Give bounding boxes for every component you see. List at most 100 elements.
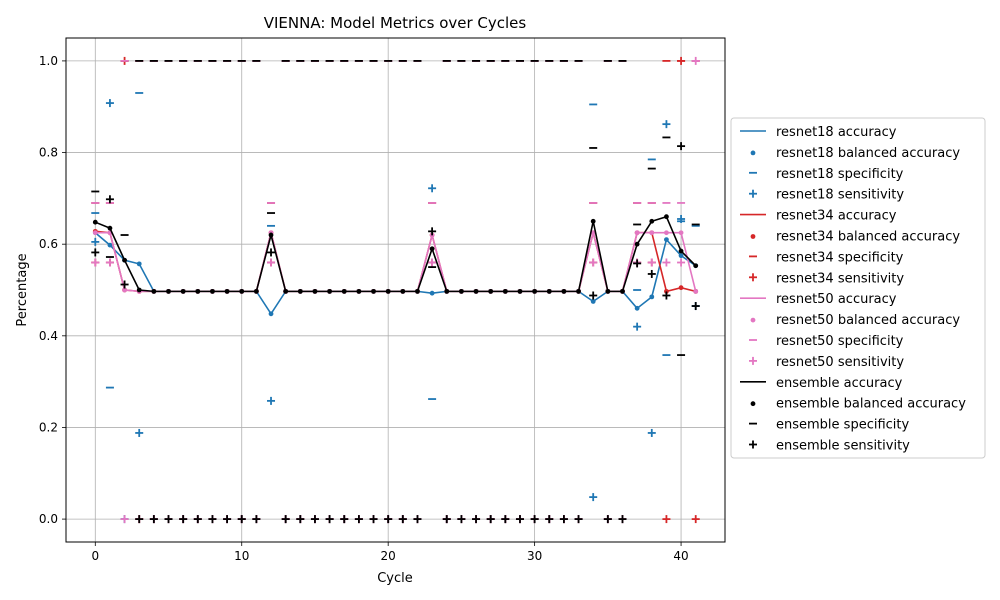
ensemble-balanced-accuracy-point: [224, 288, 230, 294]
ensemble-balanced-accuracy-point: [561, 288, 567, 294]
y-tick-label: 1.0: [39, 54, 58, 68]
ensemble-sensitivity-marker: [530, 515, 539, 524]
resnet50-sensitivity-marker: [428, 258, 437, 267]
y-axis-label: Percentage: [15, 253, 30, 326]
resnet34-sensitivity-marker: [691, 515, 700, 524]
ensemble-sensitivity-marker: [223, 515, 232, 524]
ensemble-balanced-accuracy-point: [605, 288, 611, 294]
legend-entry-label: resnet50 specificity: [776, 334, 904, 349]
resnet18-sensitivity-marker: [135, 428, 144, 437]
ensemble-sensitivity-marker: [472, 515, 481, 524]
legend-entry-label: resnet50 sensitivity: [776, 355, 904, 370]
ensemble-sensitivity-marker: [354, 515, 363, 524]
ensemble-sensitivity-marker: [179, 515, 188, 524]
ensemble-balanced-accuracy-point: [620, 288, 625, 294]
legend: resnet18 accuracy resnet18 balanced accur…: [730, 117, 986, 459]
legend-dot-swatch: [750, 401, 756, 407]
ensemble-balanced-accuracy-point: [385, 288, 391, 294]
resnet18-balanced-accuracy-point: [649, 294, 655, 300]
resnet18-balanced-accuracy-point: [634, 305, 640, 311]
legend-entry-label: resnet50 balanced accuracy: [776, 313, 960, 328]
resnet18-balanced-accuracy-point: [678, 253, 684, 259]
ensemble-series: [91, 60, 700, 524]
legend-entry-label: resnet34 balanced accuracy: [776, 230, 960, 245]
ensemble-sensitivity-marker: [413, 515, 422, 524]
x-tick-label: 30: [527, 549, 542, 563]
legend-entry-label: resnet50 accuracy: [776, 292, 897, 307]
ensemble-sensitivity-marker: [559, 515, 568, 524]
ensemble-balanced-accuracy-point: [444, 288, 450, 294]
y-tick-label: 0.4: [39, 329, 58, 343]
ensemble-balanced-accuracy-point: [664, 214, 669, 220]
resnet50-sensitivity-marker: [589, 258, 598, 267]
legend-entry-label: ensemble specificity: [776, 418, 909, 433]
ensemble-balanced-accuracy-point: [590, 218, 596, 224]
ticks: 0 10 20 30 40 0.0 0.2 0.4 0.6 0.8 1.0: [39, 54, 689, 563]
resnet34-balanced-accuracy-point: [678, 285, 684, 291]
ensemble-balanced-accuracy-point: [283, 288, 289, 294]
ensemble-balanced-accuracy-point: [459, 288, 464, 294]
ensemble-balanced-accuracy-point: [429, 246, 435, 252]
resnet18-balanced-accuracy-point: [664, 237, 669, 243]
resnet50-sensitivity-marker: [91, 258, 100, 267]
resnet50-balanced-accuracy-point: [664, 230, 669, 236]
x-tick-label: 20: [381, 549, 396, 563]
ensemble-balanced-accuracy-point: [151, 288, 157, 294]
resnet50-balanced-accuracy-point: [693, 288, 699, 294]
ensemble-balanced-accuracy-point: [678, 248, 684, 254]
ensemble-balanced-accuracy-point: [400, 288, 406, 294]
ensemble-sensitivity-marker: [633, 259, 642, 268]
resnet50-sensitivity-marker: [120, 515, 129, 524]
x-tick-label: 10: [234, 549, 249, 563]
ensemble-sensitivity-marker: [369, 515, 378, 524]
legend-plus-swatch: [749, 273, 757, 282]
resnet50-balanced-accuracy-point: [678, 230, 684, 236]
ensemble-balanced-accuracy-point: [312, 288, 318, 294]
ensemble-sensitivity-marker: [193, 515, 202, 524]
ensemble-balanced-accuracy-point: [136, 287, 142, 293]
ensemble-sensitivity-marker: [164, 515, 173, 524]
legend-plus-swatch: [749, 189, 757, 198]
legend-entry-label: ensemble accuracy: [776, 376, 903, 391]
ensemble-sensitivity-marker: [618, 515, 627, 524]
legend-entry-label: resnet18 accuracy: [776, 125, 897, 140]
ensemble-sensitivity-marker: [105, 195, 114, 204]
resnet18-sensitivity-marker: [633, 322, 642, 331]
ensemble-sensitivity-marker: [208, 515, 217, 524]
ensemble-sensitivity-marker: [325, 515, 334, 524]
resnet18-sensitivity-marker: [677, 214, 686, 223]
resnet18-sensitivity-marker: [105, 99, 114, 108]
legend-plus-swatch: [749, 356, 757, 365]
ensemble-balanced-accuracy-point: [253, 288, 259, 294]
y-tick-label: 0.0: [39, 512, 58, 526]
ensemble-sensitivity-marker: [135, 515, 144, 524]
resnet18-sensitivity-marker: [647, 428, 656, 437]
legend-frame: [730, 117, 986, 459]
ensemble-balanced-accuracy-point: [546, 288, 552, 294]
ensemble-sensitivity-marker: [237, 515, 246, 524]
legend-plus-swatch: [749, 440, 757, 449]
plot-frame: [65, 37, 726, 543]
legend-entry-label: resnet34 specificity: [776, 250, 904, 265]
ensemble-accuracy-line: [94, 215, 697, 293]
ensemble-sensitivity-marker: [457, 515, 466, 524]
ensemble-balanced-accuracy-point: [576, 288, 581, 294]
ensemble-sensitivity-marker: [120, 280, 129, 289]
legend-entry-label: resnet34 accuracy: [776, 209, 897, 224]
legend-entry-label: resnet18 balanced accuracy: [776, 146, 960, 161]
ensemble-sensitivity-marker: [340, 515, 349, 524]
resnet34-balanced-accuracy-point: [664, 288, 669, 294]
x-tick-label: 40: [673, 549, 688, 563]
ensemble-balanced-accuracy-point: [415, 288, 420, 294]
resnet50-sensitivity-marker: [267, 258, 276, 267]
resnet50-balanced-accuracy-point: [649, 230, 655, 236]
resnet18-sensitivity-marker: [662, 120, 671, 129]
y-tick-label: 0.6: [39, 237, 58, 251]
ensemble-balanced-accuracy-point: [649, 218, 655, 224]
ensemble-balanced-accuracy-point: [532, 288, 538, 294]
ensemble-balanced-accuracy-point: [239, 288, 245, 294]
resnet50-balanced-accuracy-point: [92, 230, 98, 236]
ensemble-balanced-accuracy-point: [297, 288, 303, 294]
ensemble-sensitivity-marker: [589, 291, 598, 300]
resnet18-sensitivity-marker: [428, 184, 437, 193]
